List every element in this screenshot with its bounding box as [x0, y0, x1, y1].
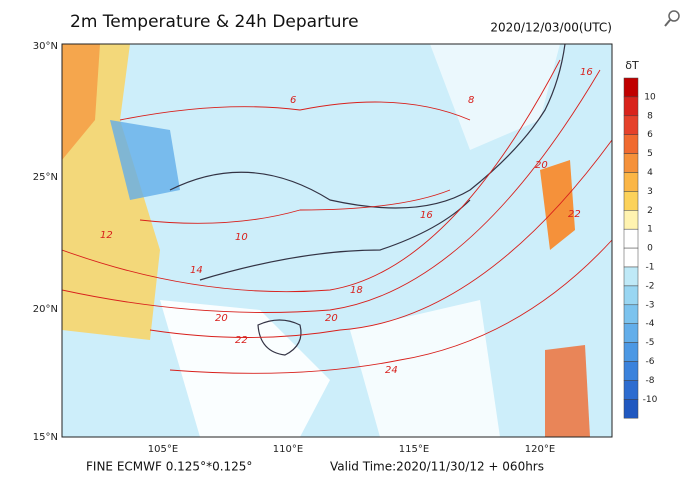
zoom-icon[interactable]: [664, 10, 680, 27]
colorbar-box: [623, 247, 639, 268]
map-field: [62, 44, 612, 437]
contour-label: 8: [468, 95, 474, 106]
contour-label: 20: [215, 313, 228, 324]
contour-label: 20: [325, 313, 338, 324]
footer-product: FINE ECMWF 0.125°*0.125°: [86, 460, 252, 474]
lat-label: 15°N: [33, 432, 58, 443]
lat-label: 30°N: [33, 41, 58, 52]
colorbar-box: [623, 399, 639, 419]
contour-label: 14: [190, 265, 203, 276]
colorbar-label: -4: [646, 319, 655, 329]
contour-label: 20: [535, 160, 548, 171]
contour-label: 16: [580, 67, 593, 78]
colorbar-box: [623, 210, 639, 230]
colorbar-label: -3: [646, 300, 655, 310]
colorbar-label: 0: [647, 244, 653, 254]
colorbar-title: δT: [625, 59, 639, 72]
colorbar-label: 2: [647, 206, 653, 216]
title: 2m Temperature & 24h Departure: [70, 12, 359, 32]
lat-label: 20°N: [33, 304, 58, 315]
colorbar-box: [623, 96, 639, 117]
colorbar-label: 3: [647, 187, 653, 197]
lat-label: 25°N: [33, 172, 58, 183]
colorbar-box: [623, 172, 639, 192]
contour-labels: 6 8 16 12 10 14 16 18 20 20 22 24 22 20: [100, 67, 593, 376]
colorbar-label: 5: [647, 149, 653, 159]
colorbar-box: [623, 191, 639, 211]
colorbar-label: 1: [647, 225, 653, 235]
lon-label: 120°E: [525, 444, 555, 455]
contour-label: 22: [235, 335, 248, 346]
colorbar-label: -5: [646, 338, 655, 348]
lon-label: 105°E: [148, 444, 178, 455]
valid-time: 2020/12/03/00(UTC): [490, 21, 612, 35]
colorbar-box: [623, 228, 639, 249]
colorbar-label: 8: [647, 111, 653, 121]
colorbar-label: -1: [646, 263, 655, 273]
colorbar-box: [623, 361, 639, 381]
colorbar-label: 10: [644, 92, 656, 102]
colorbar-label: -10: [643, 395, 658, 405]
colorbar-box: [623, 380, 639, 400]
lon-label: 115°E: [399, 444, 429, 455]
colorbar-box: [623, 266, 639, 287]
colorbar-box: [623, 342, 639, 362]
map-frame: [61, 43, 613, 438]
colorbar-label: 6: [647, 130, 653, 140]
colorbar-box: [623, 285, 639, 306]
contour-label: 18: [350, 285, 363, 296]
colorbar-box: [623, 115, 639, 135]
colorbar-label: -2: [646, 281, 655, 291]
lon-label: 110°E: [273, 444, 303, 455]
colorbar-box: [623, 323, 639, 343]
colorbar-box: [623, 134, 639, 154]
colorbar-label: -6: [646, 357, 655, 367]
contour-label: 10: [235, 232, 248, 243]
colorbar-box: [623, 304, 639, 324]
contour-label: 16: [420, 210, 433, 221]
contour-label: 6: [290, 95, 296, 106]
footer-valid: Valid Time:2020/11/30/12 + 060hrs: [330, 460, 544, 474]
contour-label: 12: [100, 230, 113, 241]
contour-label: 24: [385, 365, 398, 376]
colorbar-box: [623, 153, 639, 173]
colorbar-label: 4: [647, 168, 653, 178]
contour-label: 22: [568, 209, 581, 220]
colorbar-label: -8: [646, 376, 655, 386]
colorbar-box: [623, 77, 639, 98]
